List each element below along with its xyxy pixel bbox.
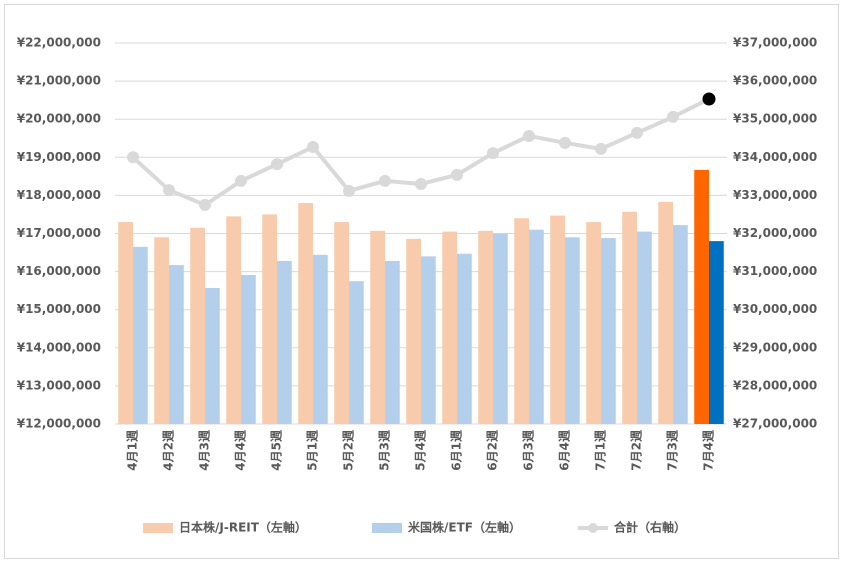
- bar: [637, 231, 652, 424]
- y-tick-label: ¥20,000,000: [17, 112, 101, 126]
- line-marker: [523, 129, 535, 142]
- x-tick-label: 7月4週: [701, 430, 716, 471]
- line-marker: [559, 136, 571, 149]
- y-tick-label: ¥15,000,000: [17, 302, 101, 316]
- bar: [421, 256, 436, 424]
- bar: [478, 230, 493, 424]
- bar: [262, 214, 277, 424]
- legend-swatch: [588, 523, 598, 533]
- y2-tick-label: ¥34,000,000: [733, 150, 817, 164]
- line-marker: [702, 92, 716, 106]
- x-tick-label: 5月1週: [305, 430, 320, 471]
- bar: [529, 229, 544, 424]
- bar: [442, 231, 457, 424]
- bar: [550, 215, 565, 424]
- bar: [370, 230, 385, 424]
- y-tick-label: ¥21,000,000: [17, 74, 101, 88]
- bar: [457, 253, 472, 424]
- bar: [133, 246, 148, 424]
- y2-tick-label: ¥31,000,000: [733, 264, 817, 278]
- legend-label: 米国株/ETF（左軸）: [408, 520, 521, 535]
- y-tick-label: ¥14,000,000: [17, 340, 101, 354]
- line-marker: [631, 126, 643, 139]
- x-tick-label: 6月3週: [521, 430, 536, 471]
- y2-tick-label: ¥32,000,000: [733, 226, 817, 240]
- bar: [118, 222, 133, 424]
- y2-tick-label: ¥36,000,000: [733, 74, 817, 88]
- bar: [658, 201, 673, 424]
- y2-tick-label: ¥30,000,000: [733, 302, 817, 316]
- x-tick-label: 4月5週: [269, 430, 284, 471]
- line-marker: [415, 177, 427, 190]
- line-marker: [379, 174, 391, 187]
- bar: [514, 218, 529, 424]
- legend-swatch: [372, 523, 402, 533]
- bar: [385, 260, 400, 424]
- line-marker: [451, 168, 463, 181]
- y2-tick-label: ¥33,000,000: [733, 188, 817, 202]
- x-tick-label: 4月1週: [125, 430, 140, 471]
- line-marker: [487, 147, 499, 160]
- bar: [154, 237, 169, 424]
- x-tick-label: 6月4週: [557, 430, 572, 471]
- x-tick-label: 5月3週: [377, 430, 392, 471]
- y-tick-label: ¥13,000,000: [17, 378, 101, 392]
- bar: [565, 237, 580, 424]
- bar: [586, 222, 601, 424]
- bar: [694, 169, 709, 424]
- x-tick-label: 7月3週: [665, 430, 680, 471]
- line-marker: [127, 151, 139, 164]
- bar: [226, 216, 241, 424]
- bar: [313, 254, 328, 424]
- legend-swatch: [143, 523, 173, 533]
- bar: [349, 281, 364, 424]
- x-tick-label: 5月4週: [413, 430, 428, 471]
- bar: [622, 211, 637, 424]
- x-tick-label: 4月3週: [197, 430, 212, 471]
- bar: [601, 238, 616, 424]
- y2-tick-label: ¥29,000,000: [733, 340, 817, 354]
- line-marker: [667, 110, 679, 123]
- x-tick-label: 6月1週: [449, 430, 464, 471]
- bar: [493, 233, 508, 424]
- bar: [241, 275, 256, 424]
- x-tick-label: 4月4週: [233, 430, 248, 471]
- bar: [277, 260, 292, 424]
- bar: [709, 241, 724, 424]
- y-tick-label: ¥12,000,000: [17, 417, 101, 431]
- line-marker: [307, 141, 319, 154]
- bar: [334, 222, 349, 424]
- x-tick-label: 7月2週: [629, 430, 644, 471]
- legend-label: 合計（右軸）: [614, 520, 686, 535]
- bar: [169, 265, 184, 424]
- x-tick-label: 4月2週: [161, 430, 176, 471]
- y-tick-label: ¥19,000,000: [17, 150, 101, 164]
- line-marker: [343, 184, 355, 197]
- line-marker: [199, 198, 211, 211]
- bar: [205, 287, 220, 424]
- line-marker: [163, 184, 175, 197]
- y-tick-label: ¥17,000,000: [17, 226, 101, 240]
- line-marker: [595, 142, 607, 155]
- y2-tick-label: ¥28,000,000: [733, 378, 817, 392]
- bar: [673, 225, 688, 424]
- x-tick-label: 5月2週: [341, 430, 356, 471]
- y-tick-label: ¥18,000,000: [17, 188, 101, 202]
- legend-label: 日本株/J-REIT（左軸）: [179, 520, 307, 535]
- y2-tick-label: ¥27,000,000: [733, 417, 817, 431]
- line-marker: [235, 174, 247, 187]
- bar: [190, 227, 205, 424]
- y-tick-label: ¥16,000,000: [17, 264, 101, 278]
- bar: [298, 203, 313, 424]
- bar: [406, 238, 421, 424]
- y2-tick-label: ¥37,000,000: [733, 36, 817, 50]
- y-tick-label: ¥22,000,000: [17, 36, 101, 50]
- line-marker: [271, 158, 283, 171]
- x-tick-label: 7月1週: [593, 430, 608, 471]
- y2-tick-label: ¥35,000,000: [733, 112, 817, 126]
- x-tick-label: 6月2週: [485, 430, 500, 471]
